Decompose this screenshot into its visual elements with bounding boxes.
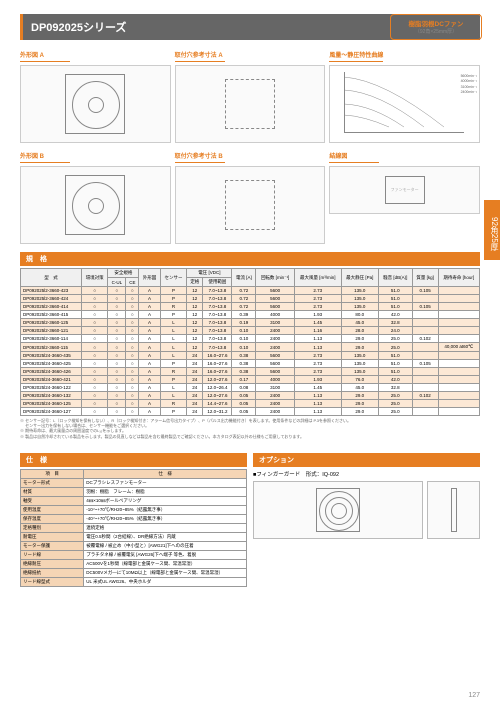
- spec-section-header: 規 格: [20, 252, 480, 266]
- th-shape: 外形図: [139, 269, 160, 287]
- diagram-label-mount-b: 取付穴参考寸法 B: [175, 149, 225, 163]
- table-row: DP092025l2-3660-114○○○AL127.0~13.80.1024…: [21, 335, 480, 343]
- diagram-shape-a: [20, 65, 171, 143]
- table-row: DP092025l2-3660-414○○○AR127.0~13.80.7256…: [21, 303, 480, 311]
- diagram-label-mount-a: 取付穴参考寸法 A: [175, 48, 225, 62]
- page-number: 127: [468, 692, 480, 699]
- table-row: 耐電圧電圧0.5秒間（2台結線）、DR絶縁方法）内蔵: [21, 532, 247, 541]
- table-row: モーター保護被覆電線 / 被止め（中小型と）[AWG21]下へのの圧着: [21, 541, 247, 550]
- option-section-header: オプション: [253, 453, 480, 467]
- th-vrange: 使用範囲: [203, 278, 232, 287]
- badge-sub: （92角×25mm厚）: [396, 28, 476, 35]
- table-row: DP092025l24-3660-132○○○AL2412.0~27.60.05…: [21, 392, 480, 400]
- th-current: 電流 [A]: [232, 269, 256, 287]
- diagram-mount-a: [175, 65, 326, 143]
- spec-table: 型 式 環境対策 安全規格 外形図 センサー 電圧 [VDC] 電流 [A] 回…: [20, 268, 480, 416]
- chart-series-1: 4000min⁻¹: [461, 79, 477, 84]
- spec2-table: 項 目 仕 様 モーター形式DCブラシレスファンモーター材質羽根：樹脂 フレーム…: [20, 469, 247, 587]
- chart-series-2: 3100min⁻¹: [461, 85, 477, 90]
- table-row: DP092025l2-3660-121○○○AL127.0~13.80.1024…: [21, 327, 480, 335]
- diagram-mount-b: [175, 166, 326, 244]
- spec-notes: ※ センサー記号：L（ロック検知を保有しない）、R（ロック検知付き：アラーム信号…: [20, 418, 480, 439]
- table-row: 使用温度-10～+70℃/RH20~85%（結露無き事）: [21, 505, 247, 514]
- th-ce: CE: [126, 278, 139, 287]
- table-row: 材質羽根：樹脂 フレーム：樹脂: [21, 487, 247, 496]
- table-row: リード線プラチタネ線 / 被覆電気 [AWG26]下へ端子 等色、着脱: [21, 550, 247, 559]
- table-row: リード線型式UL 米式UL AWG26、中央ホルダ: [21, 577, 247, 586]
- table-row: 軸受4㎜×10㎜ボールベアリング: [21, 496, 247, 505]
- performance-chart: 5600min⁻¹ 4000min⁻¹ 3100min⁻¹ 2400min⁻¹: [329, 65, 480, 143]
- table-row: DP092025l24-3660-127○○○AP2412.0~31.20.05…: [21, 408, 480, 416]
- table-row: DP092025l24-3660-435○○○AL2416.0~27.60.38…: [21, 352, 480, 360]
- table-row: 定格種別連続定格: [21, 523, 247, 532]
- header-badge: 樹脂羽根DCファン （92角×25mm厚）: [390, 14, 482, 40]
- table-row: 絶縁抵抗DC500Vメガ―にて10MΩ以上（線電部と金属ケース間、常温常湿）: [21, 568, 247, 577]
- diagram-label-wiring: 結線図: [329, 149, 379, 163]
- th-pressure: 最大静圧 [Pa]: [341, 269, 378, 287]
- table-row: DP092025l2-3660-424○○○AP127.0~13.80.7256…: [21, 295, 480, 303]
- spec2-th-1: 仕 様: [84, 469, 247, 478]
- badge-title: 樹脂羽根DCファン: [396, 18, 476, 28]
- table-row: モーター形式DCブラシレスファンモーター: [21, 478, 247, 487]
- th-voltage: 電圧 [VDC]: [187, 269, 232, 278]
- th-env: 環境対策: [81, 269, 108, 287]
- th-cul: C-UL: [108, 278, 126, 287]
- table-row: DP092025l24-3660-426○○○AR2416.0~27.60.38…: [21, 368, 480, 376]
- th-safety: 安全規格: [108, 269, 139, 278]
- th-weight: 質量 [kg]: [412, 269, 438, 287]
- th-sensor: センサー: [160, 269, 187, 287]
- spec2-section-header: 仕 様: [20, 453, 247, 467]
- finger-guard-diagram: [253, 481, 480, 539]
- table-row: DP092025l2-3660-115○○○AL127.0~13.80.1024…: [21, 343, 480, 352]
- table-row: DP092025l2-3660-415○○○AP127.0~13.80.3940…: [21, 311, 480, 319]
- side-tab: 92角25厚: [484, 200, 500, 260]
- th-noise: 騒音 [dB(A)]: [378, 269, 412, 287]
- th-model: 型 式: [21, 269, 82, 287]
- diagram-label-shape-b: 外形図 B: [20, 149, 70, 163]
- table-row: DP092025l2-3660-423○○○AP127.0~13.80.7256…: [21, 287, 480, 295]
- th-airflow: 最大風量 [m³/min]: [294, 269, 341, 287]
- diagram-label-shape-a: 外形図 A: [20, 48, 70, 62]
- table-row: 保存温度-40～+70℃/RH20~85%（結露無き事）: [21, 514, 247, 523]
- table-row: DP092025l24-3660-425○○○AP2416.0~27.60.38…: [21, 360, 480, 368]
- diagram-wiring: ファンモーター: [329, 166, 480, 214]
- chart-series-3: 2400min⁻¹: [461, 90, 477, 95]
- spec2-th-0: 項 目: [21, 469, 84, 478]
- table-row: 絶縁耐圧AC500Vを1秒間（線電部と金属ケース間、常温常湿）: [21, 559, 247, 568]
- page-title: DP092025シリーズ: [31, 19, 126, 35]
- th-rpm: 回転数 [min⁻¹]: [256, 269, 295, 287]
- table-row: DP092025l2-3660-125○○○AL127.0~13.80.1931…: [21, 319, 480, 327]
- option-label: ■フィンガーガード 形式：IQ-092: [253, 470, 480, 478]
- th-life: 期待寿命 [hour]: [438, 269, 479, 287]
- table-row: DP092025l24-3660-122○○○AL2412.0~26.40.08…: [21, 384, 480, 392]
- table-row: DP092025l24-3660-421○○○AP2412.0~27.60.17…: [21, 376, 480, 384]
- diagram-shape-b: [20, 166, 171, 244]
- table-row: DP092025l24-3660-125○○○AR2414.4~27.60.05…: [21, 400, 480, 408]
- diagram-label-chart: 風量～静圧特性曲線: [329, 48, 383, 62]
- th-vrated: 定格: [187, 278, 203, 287]
